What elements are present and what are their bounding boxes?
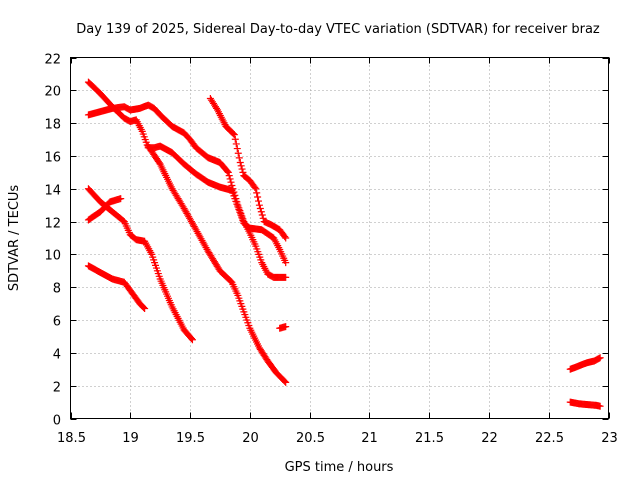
data-point bbox=[234, 149, 242, 157]
data-point bbox=[141, 305, 149, 313]
data-point bbox=[252, 185, 260, 193]
x-axis-label: GPS time / hours bbox=[285, 460, 394, 475]
x-tick-label: 19 bbox=[122, 431, 139, 446]
data-point bbox=[282, 259, 290, 267]
x-tick-label: 21 bbox=[361, 431, 378, 446]
data-point bbox=[255, 201, 263, 209]
data-point bbox=[188, 336, 196, 344]
y-tick-label: 22 bbox=[44, 53, 61, 68]
y-tick-label: 18 bbox=[44, 118, 61, 133]
data-point bbox=[227, 178, 235, 186]
data-point bbox=[226, 175, 234, 183]
data-point bbox=[258, 211, 266, 219]
grid-lines bbox=[70, 57, 609, 419]
chart-title: Day 139 of 2025, Sidereal Day-to-day VTE… bbox=[76, 22, 600, 37]
data-point bbox=[232, 140, 240, 148]
y-tick-label: 4 bbox=[53, 348, 61, 363]
x-tick-label: 20 bbox=[242, 431, 259, 446]
x-tick-label: 22.5 bbox=[535, 431, 564, 446]
data-point bbox=[281, 233, 289, 241]
y-tick-label: 6 bbox=[53, 315, 61, 330]
y-axis-label: SDTVAR / TECUs bbox=[7, 185, 22, 292]
data-point bbox=[282, 273, 290, 281]
data-point bbox=[282, 323, 290, 331]
y-tick-label: 16 bbox=[44, 151, 61, 166]
data-point bbox=[237, 162, 245, 170]
series-trace-9 bbox=[566, 354, 604, 373]
data-point bbox=[188, 335, 196, 343]
x-tick-label: 23 bbox=[601, 431, 618, 446]
data-point bbox=[596, 402, 604, 410]
series-trace-3 bbox=[84, 185, 196, 344]
data-point bbox=[251, 183, 259, 191]
data-point bbox=[223, 167, 231, 175]
x-tick-label: 19.5 bbox=[176, 431, 205, 446]
data-point bbox=[233, 145, 241, 153]
data-point bbox=[117, 195, 125, 203]
data-point bbox=[238, 165, 246, 173]
y-tick-label: 20 bbox=[44, 85, 61, 100]
x-tick-label: 18.5 bbox=[57, 431, 86, 446]
data-point bbox=[259, 214, 267, 222]
x-tick-label: 20.5 bbox=[296, 431, 325, 446]
y-tick-label: 0 bbox=[53, 414, 61, 429]
series-trace-8 bbox=[276, 323, 290, 332]
axis-tick-labels: 18.5 19 19.5 20 20.5 21 21.5 22 22.5 23 0 2 4 6 8 10 12 1… bbox=[44, 53, 617, 447]
data-markers bbox=[84, 78, 604, 410]
series-trace-4 bbox=[84, 195, 125, 224]
data-point bbox=[231, 135, 239, 143]
y-tick-label: 12 bbox=[44, 217, 61, 232]
data-point bbox=[253, 189, 261, 197]
data-point bbox=[229, 130, 237, 138]
y-tick-label: 10 bbox=[44, 249, 61, 264]
data-point bbox=[282, 378, 290, 386]
x-tick-label: 22 bbox=[481, 431, 498, 446]
series-trace-10 bbox=[566, 398, 604, 410]
data-point bbox=[596, 354, 604, 362]
data-point bbox=[281, 377, 289, 385]
y-tick-label: 2 bbox=[53, 381, 61, 396]
data-point bbox=[256, 204, 264, 212]
plot-frame bbox=[70, 57, 609, 419]
series-trace-5 bbox=[84, 262, 149, 313]
data-point bbox=[239, 168, 247, 176]
data-point bbox=[230, 131, 238, 139]
data-point bbox=[254, 193, 262, 201]
data-point bbox=[225, 172, 233, 180]
y-tick-label: 8 bbox=[53, 282, 61, 297]
data-point bbox=[235, 154, 243, 162]
x-tick-label: 21.5 bbox=[415, 431, 444, 446]
data-point bbox=[282, 234, 290, 242]
series-trace-7 bbox=[206, 95, 290, 242]
data-point bbox=[255, 197, 263, 205]
data-point bbox=[140, 304, 148, 312]
data-point bbox=[236, 159, 244, 167]
series-trace-2 bbox=[84, 78, 290, 267]
data-point bbox=[257, 208, 265, 216]
series-trace-6 bbox=[144, 142, 290, 386]
y-tick-label: 14 bbox=[44, 184, 61, 199]
series-trace-1 bbox=[84, 101, 290, 281]
data-point bbox=[224, 168, 232, 176]
axis-ticks bbox=[70, 57, 610, 420]
